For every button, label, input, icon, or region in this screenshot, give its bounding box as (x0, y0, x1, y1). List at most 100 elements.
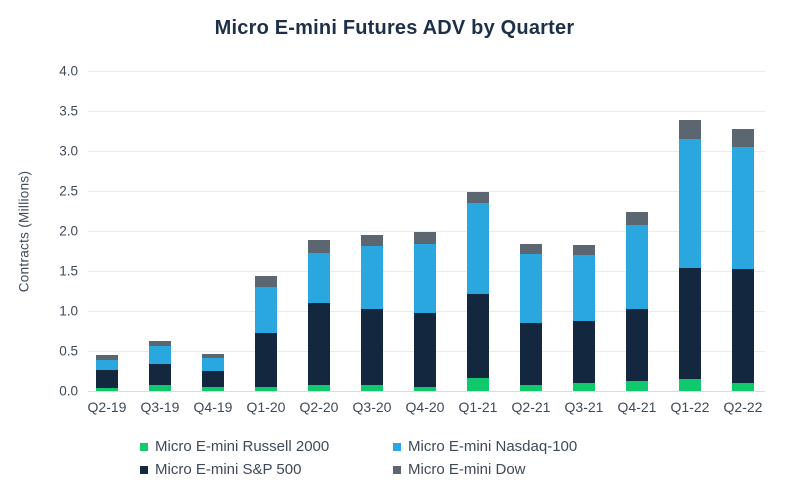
legend-label: Micro E-mini Nasdaq-100 (408, 438, 578, 455)
bar-segment-Q2-22-micro-e-mini-russell-2000 (732, 383, 754, 391)
x-tick-label-Q4-19: Q4-19 (193, 399, 233, 415)
bar-column-Q3-19: Q3-19 (141, 341, 179, 415)
y-tick-label-4.0: 4.0 (59, 63, 78, 79)
gridline-3.5 (88, 110, 765, 112)
y-tick-label-1.0: 1.0 (59, 303, 78, 319)
x-tick-label-Q3-21: Q3-21 (564, 399, 604, 415)
bar-segment-Q1-21-micro-e-mini-russell-2000 (467, 378, 489, 391)
gridline-3.0 (88, 150, 765, 152)
legend-label: Micro E-mini S&P 500 (155, 461, 302, 478)
bar-segment-Q3-19-micro-e-mini-dow (149, 341, 171, 347)
bar-segment-Q2-21-micro-e-mini-nasdaq-100 (520, 254, 542, 324)
x-tick-label-Q3-19: Q3-19 (140, 399, 180, 415)
gridline-2.0 (88, 230, 765, 232)
bar-segment-Q2-21-micro-e-mini-russell-2000 (520, 384, 542, 391)
x-tick-label-Q1-20: Q1-20 (246, 399, 286, 415)
bar-segment-Q3-20-micro-e-mini-russell-2000 (361, 385, 383, 391)
bar-column-Q1-22: Q1-22 (671, 119, 709, 415)
bar-segment-Q2-19-micro-e-mini-dow (96, 355, 118, 360)
bar-column-Q3-20: Q3-20 (353, 235, 391, 415)
bar-column-Q4-21: Q4-21 (618, 211, 656, 415)
bar-segment-Q1-20-micro-e-mini-nasdaq-100 (255, 287, 277, 333)
y-tick-label-2.0: 2.0 (59, 223, 78, 239)
legend-item-micro-e-mini-dow: Micro E-mini Dow (393, 461, 577, 478)
bar-segment-Q4-21-micro-e-mini-nasdaq-100 (626, 224, 648, 309)
y-tick-label-1.5: 1.5 (59, 263, 78, 279)
bar-segment-Q4-19-micro-e-mini-dow (202, 354, 224, 359)
legend-swatch-icon (140, 465, 148, 474)
bar-segment-Q2-19-micro-e-mini-nasdaq-100 (96, 359, 118, 371)
bar-segment-Q4-20-micro-e-mini-nasdaq-100 (414, 243, 436, 314)
bar-segment-Q1-22-micro-e-mini-nasdaq-100 (679, 139, 701, 268)
x-tick-label-Q1-22: Q1-22 (670, 399, 710, 415)
bar-segment-Q2-21-micro-e-mini-s&p-500 (520, 323, 542, 385)
gridline-0.0 (88, 390, 765, 392)
legend-swatch-icon (393, 442, 401, 451)
bar-segment-Q3-21-micro-e-mini-russell-2000 (573, 383, 595, 391)
bar-column-Q2-21: Q2-21 (512, 243, 550, 415)
legend-item-micro-e-mini-s&p-500: Micro E-mini S&P 500 (140, 461, 393, 478)
x-tick-label-Q4-20: Q4-20 (405, 399, 445, 415)
x-tick-label-Q2-20: Q2-20 (299, 399, 339, 415)
bar-segment-Q4-20-micro-e-mini-russell-2000 (414, 387, 436, 391)
bar-segment-Q1-22-micro-e-mini-s&p-500 (679, 267, 701, 379)
bar-segment-Q1-20-micro-e-mini-s&p-500 (255, 332, 277, 387)
y-axis-label: Contracts (Millions) (16, 170, 32, 292)
y-tick-label-3.5: 3.5 (59, 103, 78, 119)
bar-segment-Q2-22-micro-e-mini-s&p-500 (732, 269, 754, 383)
bar-segment-Q3-21-micro-e-mini-nasdaq-100 (573, 255, 595, 321)
bar-segment-Q4-19-micro-e-mini-nasdaq-100 (202, 358, 224, 371)
bar-segment-Q1-20-micro-e-mini-dow (255, 275, 277, 288)
bar-segment-Q1-22-micro-e-mini-dow (679, 119, 701, 140)
chart-title: Micro E-mini Futures ADV by Quarter (214, 17, 575, 39)
legend-swatch-icon (140, 442, 148, 451)
bar-segment-Q4-21-micro-e-mini-russell-2000 (626, 380, 648, 391)
bar-segment-Q1-20-micro-e-mini-russell-2000 (255, 387, 277, 391)
bar-segment-Q3-20-micro-e-mini-s&p-500 (361, 308, 383, 386)
x-tick-label-Q2-19: Q2-19 (87, 399, 127, 415)
bar-segment-Q4-19-micro-e-mini-s&p-500 (202, 371, 224, 387)
plot-area: 0.0 0.5 1.0 1.5 2.0 2.5 3.0 3.5 4.0 Q2-19 Q3-19 Q4-… (59, 64, 765, 415)
x-tick-label-Q2-21: Q2-21 (511, 399, 551, 415)
bar-column-Q4-19: Q4-19 (194, 354, 232, 415)
bar-segment-Q1-21-micro-e-mini-nasdaq-100 (467, 203, 489, 295)
bar-segment-Q2-19-micro-e-mini-s&p-500 (96, 370, 118, 388)
y-tick-label-0.0: 0.0 (59, 383, 78, 399)
bar-segment-Q2-21-micro-e-mini-dow (520, 243, 542, 255)
x-tick-label-Q1-21: Q1-21 (458, 399, 498, 415)
legend-swatch-icon (393, 465, 401, 474)
bar-segment-Q1-21-micro-e-mini-s&p-500 (467, 294, 489, 379)
chart-legend: Micro E-mini Russell 2000 Micro E-mini Na… (140, 438, 577, 478)
bar-segment-Q4-19-micro-e-mini-russell-2000 (202, 387, 224, 391)
bar-segment-Q4-21-micro-e-mini-dow (626, 211, 648, 225)
x-tick-label-Q2-22: Q2-22 (723, 399, 763, 415)
bar-segment-Q3-21-micro-e-mini-s&p-500 (573, 320, 595, 383)
y-tick-label-0.5: 0.5 (59, 343, 78, 359)
y-axis-label-wrap: Contracts (Millions) (12, 71, 36, 391)
bar-segment-Q2-19-micro-e-mini-russell-2000 (96, 387, 118, 391)
y-tick-label-2.5: 2.5 (59, 183, 78, 199)
bar-column-Q2-19: Q2-19 (88, 355, 126, 415)
y-tick-label-3.0: 3.0 (59, 143, 78, 159)
bar-segment-Q2-20-micro-e-mini-dow (308, 239, 330, 254)
legend-item-micro-e-mini-nasdaq-100: Micro E-mini Nasdaq-100 (393, 438, 577, 455)
bar-segment-Q1-22-micro-e-mini-russell-2000 (679, 379, 701, 391)
bar-column-Q1-20: Q1-20 (247, 275, 285, 415)
bar-column-Q1-21: Q1-21 (459, 191, 497, 415)
bar-segment-Q2-22-micro-e-mini-dow (732, 129, 754, 148)
bar-segment-Q3-20-micro-e-mini-dow (361, 235, 383, 247)
bar-segment-Q3-19-micro-e-mini-s&p-500 (149, 363, 171, 386)
legend-label: Micro E-mini Dow (408, 461, 526, 478)
bar-segment-Q4-21-micro-e-mini-s&p-500 (626, 308, 648, 381)
gridline-4.0 (88, 70, 765, 72)
x-tick-label-Q3-20: Q3-20 (352, 399, 392, 415)
bar-column-Q2-22: Q2-22 (724, 129, 762, 415)
bar-segment-Q1-21-micro-e-mini-dow (467, 191, 489, 204)
bar-segment-Q2-20-micro-e-mini-nasdaq-100 (308, 253, 330, 304)
bar-column-Q2-20: Q2-20 (300, 239, 338, 415)
legend-item-micro-e-mini-russell-2000: Micro E-mini Russell 2000 (140, 438, 393, 455)
bar-column-Q3-21: Q3-21 (565, 244, 603, 415)
bar-column-Q4-20: Q4-20 (406, 231, 444, 415)
x-tick-label-Q4-21: Q4-21 (617, 399, 657, 415)
